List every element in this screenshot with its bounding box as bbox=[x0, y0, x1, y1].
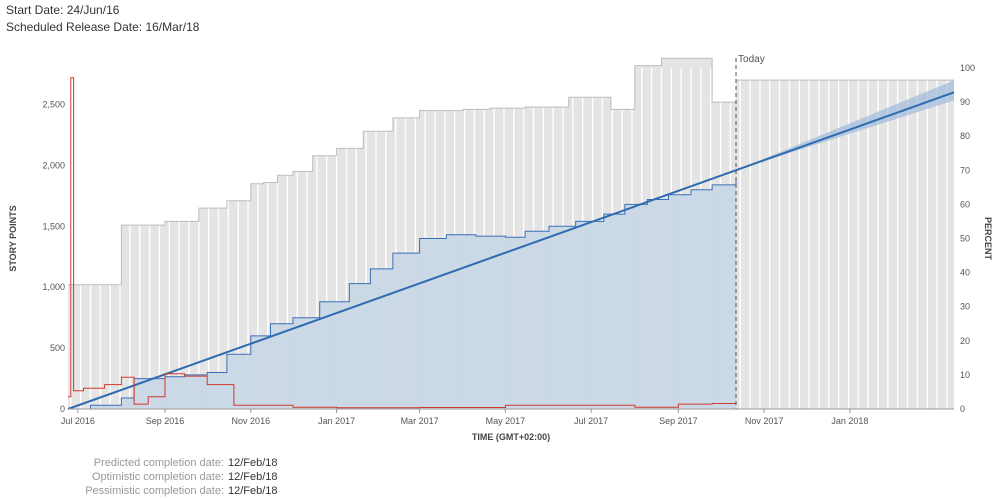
x-tick-label: Jul 2016 bbox=[61, 416, 95, 426]
completed-area bbox=[68, 177, 737, 409]
y-tick-label: 1,000 bbox=[42, 282, 65, 292]
forecast-band bbox=[736, 80, 954, 171]
x-tick-label: Mar 2017 bbox=[401, 416, 439, 426]
y-tick-label: 500 bbox=[50, 343, 65, 353]
y-tick-label: 2,000 bbox=[42, 160, 65, 170]
x-tick-label: Jan 2017 bbox=[318, 416, 355, 426]
pessimistic-completion-value: 12/Feb/18 bbox=[228, 485, 278, 497]
y2-tick-label: 40 bbox=[960, 268, 970, 278]
predicted-completion-label: Predicted completion date: bbox=[93, 457, 224, 469]
y-tick-label: 1,500 bbox=[42, 221, 65, 231]
trend-line bbox=[67, 91, 955, 410]
x-tick-label: Jul 2017 bbox=[574, 416, 608, 426]
release-date-row: Scheduled Release Date: 16/Mar/18 bbox=[6, 19, 199, 36]
release-date-label: Scheduled Release Date: bbox=[6, 20, 143, 34]
pessimistic-completion-label: Pessimistic completion date: bbox=[85, 485, 224, 497]
x-tick-label: Nov 2016 bbox=[232, 416, 271, 426]
x-tick-label: Sep 2017 bbox=[659, 416, 698, 426]
start-date-label: Start Date: bbox=[6, 3, 64, 17]
today-label: Today bbox=[738, 54, 765, 65]
x-tick-label: Sep 2016 bbox=[146, 416, 185, 426]
start-date-row: Start Date: 24/Jun/16 bbox=[6, 2, 199, 19]
y-axis-title: STORY POINTS bbox=[8, 205, 18, 271]
y-tick-label: 0 bbox=[60, 404, 65, 414]
y2-tick-label: 50 bbox=[960, 234, 970, 244]
y2-tick-label: 60 bbox=[960, 199, 970, 209]
y2-tick-label: 80 bbox=[960, 131, 970, 141]
y-tick-label: 2,500 bbox=[42, 100, 65, 110]
start-date-value: 24/Jun/16 bbox=[66, 3, 120, 17]
chart-header: Start Date: 24/Jun/16 Scheduled Release … bbox=[6, 2, 199, 36]
y2-tick-label: 70 bbox=[960, 165, 970, 175]
x-tick-label: Jan 2018 bbox=[831, 416, 868, 426]
y2-tick-label: 10 bbox=[960, 370, 970, 380]
unestimated-issues-line bbox=[68, 77, 736, 409]
scope-line bbox=[68, 57, 736, 286]
completed-line bbox=[68, 177, 737, 410]
y2-tick-label: 0 bbox=[960, 404, 965, 414]
y2-tick-label: 20 bbox=[960, 336, 970, 346]
optimistic-completion-label: Optimistic completion date: bbox=[91, 471, 224, 483]
release-date-value: 16/Mar/18 bbox=[145, 20, 200, 34]
predicted-completion-value: 12/Feb/18 bbox=[228, 457, 278, 469]
optimistic-completion-value: 12/Feb/18 bbox=[228, 471, 278, 483]
y2-axis-title: PERCENT bbox=[983, 217, 993, 261]
y2-tick-label: 100 bbox=[960, 63, 975, 73]
x-tick-label: Nov 2017 bbox=[745, 416, 784, 426]
y2-tick-label: 90 bbox=[960, 97, 970, 107]
release-burnup-chart: Today 0 500 1,000 1,500 2,000 2,500 0 10 20 30 40 50… bbox=[8, 54, 993, 442]
y2-tick-label: 30 bbox=[960, 302, 970, 312]
x-axis-title: TIME (GMT+02:00) bbox=[472, 432, 550, 442]
x-tick-label: May 2017 bbox=[486, 416, 526, 426]
